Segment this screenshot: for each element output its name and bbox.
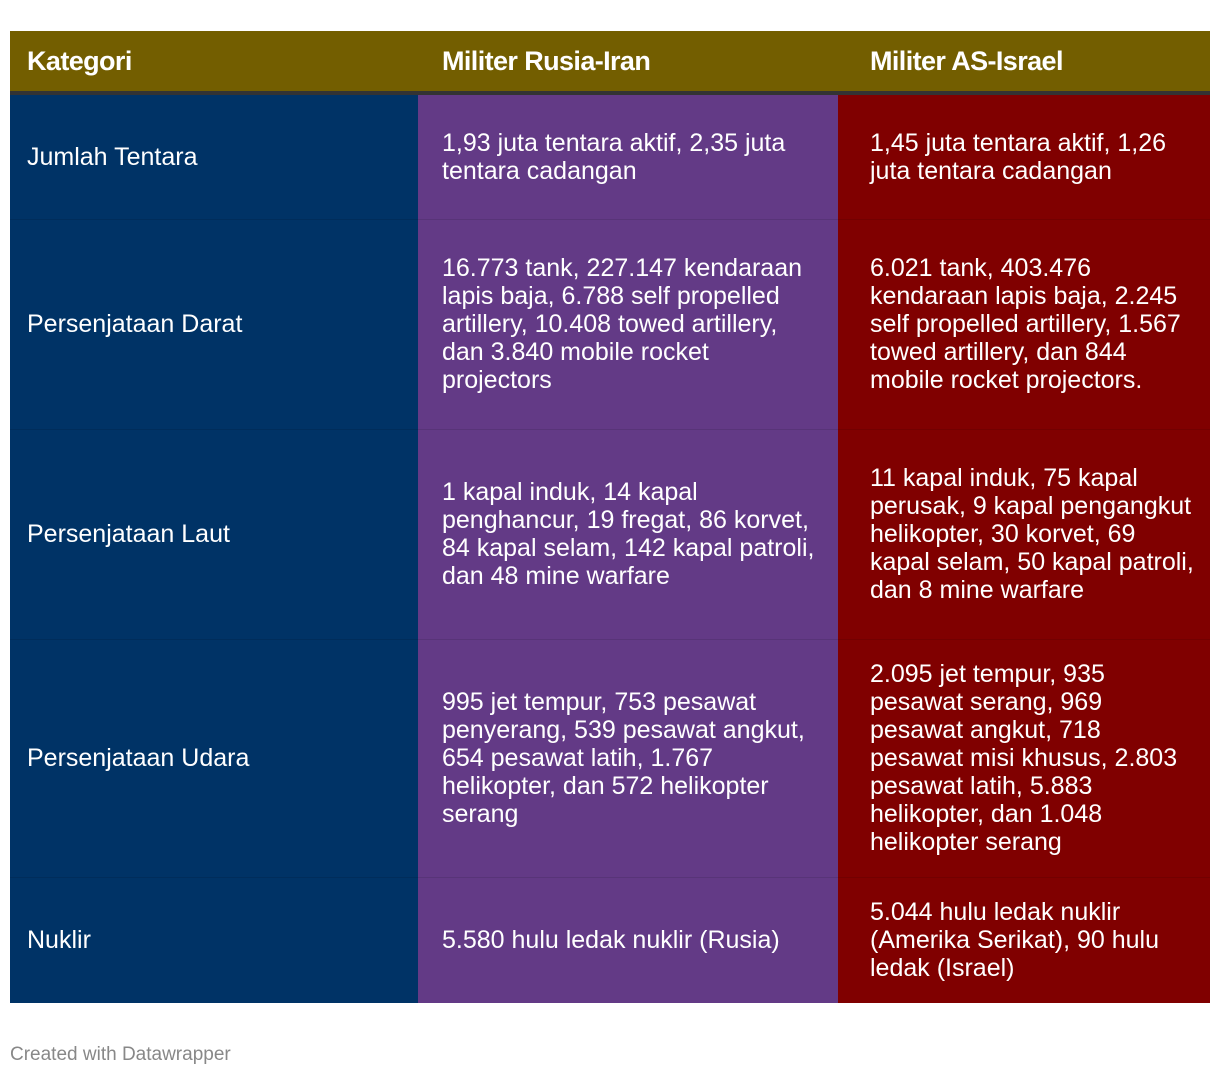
comparison-table-container: Kategori Militer Rusia-Iran Militer AS-I…: [10, 31, 1210, 1003]
column-header-rusia-iran: Militer Rusia-Iran: [418, 31, 838, 95]
cell-rusia-iran: 16.773 tank, 227.147 kendaraan lapis baj…: [418, 219, 838, 430]
cell-as-israel: 6.021 tank, 403.476 kendaraan lapis baja…: [838, 219, 1210, 430]
datawrapper-credit: Created with Datawrapper: [10, 1044, 231, 1065]
cell-as-israel: 11 kapal induk, 75 kapal perusak, 9 kapa…: [838, 429, 1210, 640]
table-row-jumlah-tentara: Jumlah Tentara 1,93 juta tentara aktif, …: [10, 93, 1210, 220]
table-header-row: Kategori Militer Rusia-Iran Militer AS-I…: [10, 31, 1210, 95]
column-header-kategori: Kategori: [10, 31, 418, 95]
cell-category: Persenjataan Darat: [10, 219, 418, 430]
cell-rusia-iran: 5.580 hulu ledak nuklir (Rusia): [418, 877, 838, 1003]
cell-category: Jumlah Tentara: [10, 93, 418, 220]
cell-rusia-iran: 1 kapal induk, 14 kapal penghancur, 19 f…: [418, 429, 838, 640]
table-row-persenjataan-udara: Persenjataan Udara 995 jet tempur, 753 p…: [10, 639, 1210, 878]
cell-category: Persenjataan Udara: [10, 639, 418, 878]
cell-category: Persenjataan Laut: [10, 429, 418, 640]
cell-category: Nuklir: [10, 877, 418, 1003]
column-header-as-israel: Militer AS-Israel: [838, 31, 1210, 95]
cell-rusia-iran: 1,93 juta tentara aktif, 2,35 juta tenta…: [418, 93, 838, 220]
cell-rusia-iran: 995 jet tempur, 753 pesawat penyerang, 5…: [418, 639, 838, 878]
table-row-nuklir: Nuklir 5.580 hulu ledak nuklir (Rusia) 5…: [10, 877, 1210, 1003]
cell-as-israel: 5.044 hulu ledak nuklir (Amerika Serikat…: [838, 877, 1210, 1003]
cell-as-israel: 1,45 juta tentara aktif, 1,26 juta tenta…: [838, 93, 1210, 220]
comparison-table: Kategori Militer Rusia-Iran Militer AS-I…: [10, 31, 1210, 1003]
table-row-persenjataan-darat: Persenjataan Darat 16.773 tank, 227.147 …: [10, 219, 1210, 430]
cell-as-israel: 2.095 jet tempur, 935 pesawat serang, 96…: [838, 639, 1210, 878]
table-row-persenjataan-laut: Persenjataan Laut 1 kapal induk, 14 kapa…: [10, 429, 1210, 640]
